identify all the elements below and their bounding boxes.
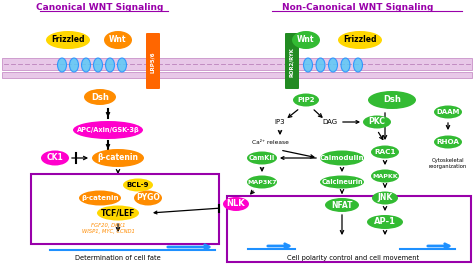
Ellipse shape [134,191,162,205]
Ellipse shape [104,31,132,49]
Text: RHOA: RHOA [437,139,459,145]
Text: β-catenin: β-catenin [98,153,138,162]
Ellipse shape [106,58,115,72]
Ellipse shape [57,58,66,72]
Text: Canonical WNT Signaling: Canonical WNT Signaling [36,2,164,11]
FancyBboxPatch shape [2,72,472,78]
Text: Non-Canonical WNT Signaling: Non-Canonical WNT Signaling [283,2,434,11]
Ellipse shape [93,58,102,72]
Text: NFAT: NFAT [331,201,353,210]
Text: Frizzled: Frizzled [51,36,85,45]
Text: NLK: NLK [227,200,246,209]
Ellipse shape [223,197,249,211]
Text: Calmodulin: Calmodulin [320,155,364,161]
Ellipse shape [92,149,144,167]
Ellipse shape [82,58,91,72]
Ellipse shape [123,179,153,192]
Ellipse shape [118,58,127,72]
Ellipse shape [371,170,399,183]
Text: DAAM: DAAM [436,109,460,115]
Ellipse shape [354,58,363,72]
Ellipse shape [372,192,398,205]
FancyBboxPatch shape [2,58,472,70]
Ellipse shape [341,58,350,72]
Text: Wnt: Wnt [109,36,127,45]
Text: MAPKK: MAPKK [372,174,398,179]
Text: CK1: CK1 [46,153,64,162]
Ellipse shape [368,91,416,109]
Ellipse shape [328,58,337,72]
Text: PIP2: PIP2 [297,97,315,103]
Text: Ca²⁺ release: Ca²⁺ release [252,140,289,145]
Text: FGF20, DKK1
WISP1, MYC, CCND1: FGF20, DKK1 WISP1, MYC, CCND1 [82,223,135,234]
Ellipse shape [367,215,403,229]
Ellipse shape [292,31,320,49]
Text: LRP5/6: LRP5/6 [151,51,155,73]
Ellipse shape [434,105,462,118]
Text: Determination of cell fate: Determination of cell fate [75,255,161,261]
Ellipse shape [84,89,116,105]
Ellipse shape [70,58,79,72]
Ellipse shape [293,94,319,107]
Text: APC/Axin/GSK-3β: APC/Axin/GSK-3β [77,127,139,133]
Text: Cell polarity control and cell movement: Cell polarity control and cell movement [287,255,419,261]
Text: ROR2/RYK: ROR2/RYK [290,47,294,77]
Text: β-catenin: β-catenin [81,195,119,201]
Text: AP-1: AP-1 [374,218,396,227]
Text: Cytoskeletal
reorganization: Cytoskeletal reorganization [429,158,467,169]
Text: CamKII: CamKII [249,155,275,161]
Ellipse shape [79,191,121,205]
Text: Calcineurin: Calcineurin [321,179,363,185]
Text: JNK: JNK [377,193,392,202]
Ellipse shape [434,135,462,148]
FancyBboxPatch shape [285,33,299,89]
Text: PKC: PKC [369,117,385,126]
Text: BCL-9: BCL-9 [127,182,149,188]
Text: MAP3K7: MAP3K7 [247,179,277,184]
Ellipse shape [320,151,364,166]
Ellipse shape [97,205,139,220]
Ellipse shape [338,31,382,49]
Text: RAC1: RAC1 [374,149,396,155]
Text: Wnt: Wnt [297,36,315,45]
FancyBboxPatch shape [146,33,160,89]
Text: TCF/LEF: TCF/LEF [101,209,135,218]
Ellipse shape [41,151,69,166]
Ellipse shape [316,58,325,72]
Ellipse shape [320,175,364,188]
Ellipse shape [73,121,143,139]
Text: IP3: IP3 [275,119,285,125]
Text: PYGO: PYGO [136,193,160,202]
Ellipse shape [363,116,391,129]
Ellipse shape [325,198,359,212]
Ellipse shape [247,175,277,188]
Ellipse shape [247,152,277,165]
Text: Dsh: Dsh [383,95,401,104]
Text: DAG: DAG [322,119,337,125]
Ellipse shape [371,145,399,158]
Text: Dsh: Dsh [91,92,109,101]
Ellipse shape [303,58,312,72]
Ellipse shape [46,31,90,49]
Text: Frizzled: Frizzled [343,36,377,45]
